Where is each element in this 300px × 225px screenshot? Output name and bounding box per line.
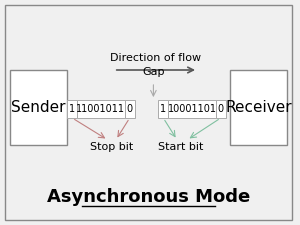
FancyBboxPatch shape xyxy=(67,100,77,118)
Text: Start bit: Start bit xyxy=(158,142,204,152)
FancyBboxPatch shape xyxy=(77,100,125,118)
Text: 1: 1 xyxy=(160,104,167,114)
Text: Stop bit: Stop bit xyxy=(90,142,134,152)
Text: Sender: Sender xyxy=(11,101,66,115)
FancyBboxPatch shape xyxy=(168,100,216,118)
Text: 11001011: 11001011 xyxy=(76,104,125,114)
Text: 0: 0 xyxy=(218,104,224,114)
Text: Direction of flow: Direction of flow xyxy=(110,53,201,63)
FancyBboxPatch shape xyxy=(230,70,287,145)
Text: 10001101: 10001101 xyxy=(167,104,217,114)
Text: Asynchronous Mode: Asynchronous Mode xyxy=(47,188,250,206)
FancyBboxPatch shape xyxy=(10,70,67,145)
Text: Gap: Gap xyxy=(142,67,165,77)
Text: Receiver: Receiver xyxy=(225,101,292,115)
FancyBboxPatch shape xyxy=(158,100,168,118)
Text: 0: 0 xyxy=(127,104,133,114)
FancyBboxPatch shape xyxy=(5,5,292,220)
FancyBboxPatch shape xyxy=(125,100,135,118)
Text: 1: 1 xyxy=(69,104,75,114)
FancyBboxPatch shape xyxy=(216,100,226,118)
